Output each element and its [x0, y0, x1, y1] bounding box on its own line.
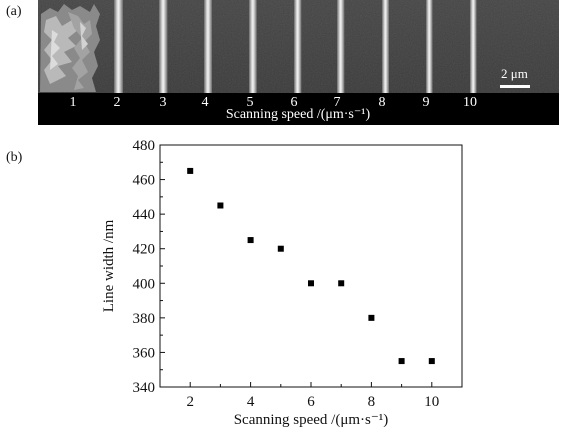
y-axis-label: Line width /nm	[101, 219, 117, 312]
y-tick-label: 340	[133, 380, 156, 396]
x-tick-label: 4	[247, 394, 255, 410]
scale-bar-label: 2 μm	[501, 66, 528, 81]
panel-a-label: (a)	[6, 4, 22, 19]
sem-line-5	[249, 0, 257, 93]
x-tick-label: 6	[307, 394, 315, 410]
sem-line-3	[159, 0, 168, 93]
sem-line-10	[470, 0, 477, 93]
sem-caption: Scanning speed /(μm·s⁻¹)	[226, 107, 371, 122]
lane-number: 6	[291, 95, 298, 110]
data-point	[308, 280, 314, 287]
x-axis-label: Scanning speed /(μm·s⁻¹)	[234, 412, 389, 428]
data-point	[398, 358, 405, 365]
y-tick-label: 440	[133, 207, 156, 223]
y-tick-label: 400	[133, 276, 156, 292]
data-point	[217, 202, 224, 209]
sem-line-9	[426, 0, 433, 93]
data-point	[187, 167, 194, 174]
data-point	[428, 358, 435, 365]
y-tick-label: 480	[133, 138, 156, 154]
written-lines	[114, 0, 477, 93]
sem-line-2	[114, 0, 123, 93]
sem-line-8	[382, 0, 389, 93]
y-tick-label: 460	[133, 173, 156, 189]
sem-image: 2 μm 1 2 3 4 5 6 7 8 9 10 Scanning speed /(μm·s⁻¹…	[38, 0, 559, 125]
data-point	[368, 314, 375, 321]
data-point	[277, 245, 284, 252]
lane-number: 1	[70, 95, 77, 110]
lane-number: 5	[247, 95, 254, 110]
data-points	[187, 167, 435, 365]
x-tick-label: 2	[186, 394, 194, 410]
debris-region	[40, 4, 100, 92]
y-axis-ticks: 340 360 380 400 420 440 460 480	[133, 138, 165, 396]
lane-number: 10	[463, 95, 477, 110]
data-point	[247, 237, 254, 244]
y-tick-label: 360	[133, 345, 156, 361]
x-tick-label: 10	[424, 394, 439, 410]
y-tick-label: 420	[133, 242, 156, 258]
sem-line-7	[337, 0, 345, 93]
lane-number: 3	[160, 95, 167, 110]
lane-number: 7	[334, 95, 341, 110]
lane-number: 9	[423, 95, 430, 110]
lane-number: 4	[202, 95, 209, 110]
panel-b-label: (b)	[6, 150, 23, 165]
x-tick-label: 8	[368, 394, 376, 410]
sem-caption-strip	[38, 93, 559, 125]
y-tick-label: 380	[133, 311, 156, 327]
lane-number: 2	[114, 95, 121, 110]
lane-number: 8	[379, 95, 386, 110]
x-axis-ticks: 2 4 6 8 10	[186, 382, 439, 410]
lane-numbers: 1 2 3 4 5 6 7 8 9 10	[70, 95, 478, 110]
sem-line-4	[204, 0, 212, 93]
scale-bar	[500, 85, 530, 88]
sem-line-6	[294, 0, 302, 93]
plot-frame	[159, 144, 463, 388]
data-point	[338, 280, 345, 287]
